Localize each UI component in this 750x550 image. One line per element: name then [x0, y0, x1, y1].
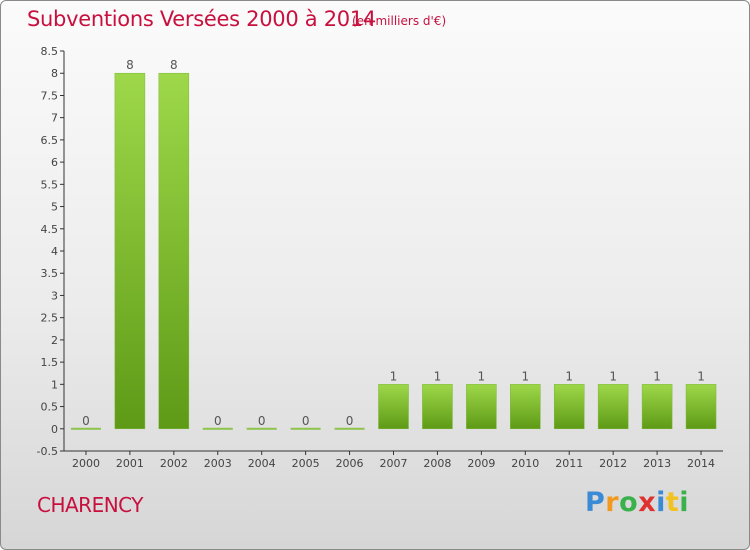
- logo-letter: i: [679, 487, 690, 518]
- x-tick-label: 2014: [687, 457, 715, 470]
- bar-value-label: 1: [478, 369, 486, 383]
- x-tick-label: 2009: [467, 457, 495, 470]
- y-tick-label: 7.5: [41, 89, 59, 102]
- bar-value-label: 0: [346, 414, 354, 428]
- y-tick-label: 0.5: [41, 401, 59, 414]
- bar-value-label: 1: [697, 369, 705, 383]
- bar: [334, 427, 365, 430]
- bar-value-label: 1: [521, 369, 529, 383]
- y-tick-label: 6: [51, 156, 58, 169]
- x-tick-label: 2002: [160, 457, 188, 470]
- x-tick-label: 2008: [423, 457, 451, 470]
- y-tick-label: -0.5: [37, 445, 58, 458]
- y-tick-label: 7: [51, 112, 58, 125]
- logo-letter: x: [638, 487, 657, 518]
- x-tick-label: 2012: [599, 457, 627, 470]
- y-tick-label: 4: [51, 245, 58, 258]
- proxiti-logo[interactable]: Proxiti: [585, 487, 689, 518]
- x-tick-label: 2006: [336, 457, 364, 470]
- bar-value-label: 0: [214, 414, 222, 428]
- y-tick-label: 5: [51, 201, 58, 214]
- bar-value-label: 0: [258, 414, 266, 428]
- chart-subtitle: (en milliers d'€): [352, 14, 447, 28]
- bar-value-label: 0: [82, 414, 90, 428]
- bar-value-label: 8: [126, 58, 134, 72]
- x-tick-label: 2005: [292, 457, 320, 470]
- chart-title: Subventions Versées 2000 à 2014: [27, 7, 376, 31]
- commune-name: CHARENCY: [37, 493, 144, 517]
- bar-value-label: 0: [302, 414, 310, 428]
- bar: [641, 384, 673, 430]
- bar-value-label: 1: [653, 369, 661, 383]
- bar: [202, 427, 233, 430]
- bar-value-label: 1: [390, 369, 398, 383]
- x-tick-label: 2001: [116, 457, 144, 470]
- bar: [466, 384, 497, 430]
- y-tick-label: 1: [51, 378, 58, 391]
- y-tick-label: 3: [51, 289, 58, 302]
- bar: [510, 384, 541, 430]
- bar: [114, 72, 146, 430]
- bar-value-label: 1: [609, 369, 617, 383]
- x-tick-label: 2004: [248, 457, 276, 470]
- bar-value-label: 1: [434, 369, 442, 383]
- logo-letter: r: [605, 487, 620, 518]
- y-tick-label: 2.5: [41, 312, 59, 325]
- bar: [246, 427, 277, 430]
- bar: [290, 427, 321, 430]
- logo-letter: t: [665, 487, 680, 518]
- y-tick-label: 4.5: [41, 223, 59, 236]
- y-tick-label: 3.5: [41, 267, 59, 280]
- x-tick-label: 2010: [511, 457, 539, 470]
- y-tick-label: 8: [51, 67, 58, 80]
- bar: [422, 384, 453, 430]
- y-tick-label: 1.5: [41, 356, 59, 369]
- x-tick-label: 2013: [643, 457, 671, 470]
- y-tick-label: 2: [51, 334, 58, 347]
- x-tick-label: 2000: [72, 457, 100, 470]
- y-tick-label: 8.5: [41, 45, 59, 58]
- y-tick-label: 5.5: [41, 178, 59, 191]
- x-tick-label: 2003: [204, 457, 232, 470]
- bar: [597, 384, 629, 430]
- bar: [685, 384, 717, 430]
- bar: [378, 384, 409, 430]
- bar-value-label: 8: [170, 58, 178, 72]
- x-tick-label: 2011: [555, 457, 583, 470]
- y-tick-label: 6.5: [41, 134, 59, 147]
- bar: [70, 427, 101, 430]
- x-tick-label: 2007: [380, 457, 408, 470]
- bar: [553, 384, 585, 430]
- logo-letter: o: [619, 487, 639, 518]
- y-tick-label: 0: [51, 423, 58, 436]
- bar-value-label: 1: [565, 369, 573, 383]
- logo-letter: i: [656, 487, 666, 518]
- bar: [158, 72, 190, 430]
- logo-letter: P: [585, 487, 606, 518]
